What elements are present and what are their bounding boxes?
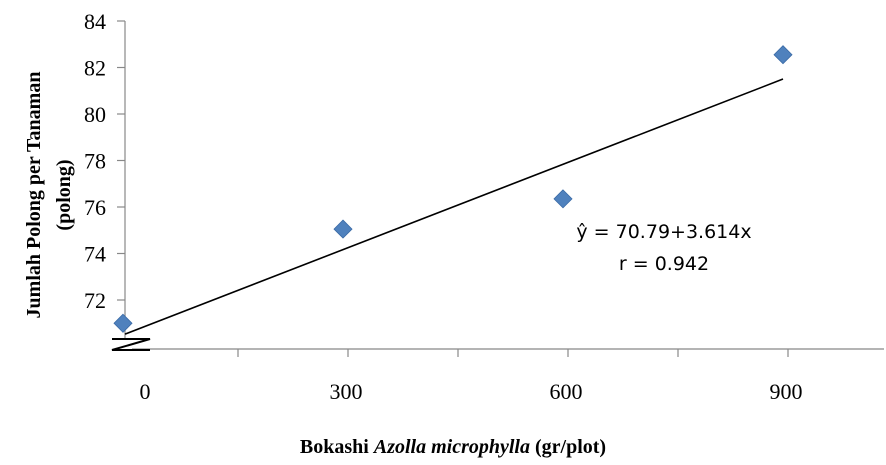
x-axis-title-italic: Azolla microphylla: [372, 436, 530, 458]
y-axis-title-line1: Jumlah Polong per Tanaman: [23, 72, 45, 319]
axes: [111, 21, 884, 351]
data-point-diamond: [553, 189, 573, 209]
y-tick-label: 74: [84, 242, 106, 267]
y-tick-label: 72: [84, 288, 106, 313]
y-tick-label: 80: [84, 102, 106, 127]
data-points: [113, 45, 793, 333]
y-tick-label: 78: [84, 149, 106, 174]
x-tick-label: 900: [770, 379, 803, 404]
trendline: [124, 78, 784, 335]
x-axis-title-part1: Bokashi: [300, 436, 374, 458]
data-point-diamond: [773, 45, 793, 65]
y-axis-title: Jumlah Polong per Tanaman (polong): [23, 72, 75, 319]
x-tick-label: 600: [550, 379, 583, 404]
y-axis-title-line2: (polong): [53, 159, 75, 230]
x-tick-label: 300: [330, 379, 363, 404]
y-ticks: 72 74 76 78 80 82 84: [84, 9, 125, 313]
x-axis-title-part2: (gr/plot): [530, 436, 606, 458]
data-point-diamond: [333, 219, 353, 239]
data-point-diamond: [113, 313, 133, 333]
y-tick-label: 82: [84, 56, 106, 81]
x-tick-label: 0: [140, 379, 151, 404]
x-axis-title: Bokashi Azolla microphylla (gr/plot): [300, 436, 606, 458]
y-tick-label: 76: [84, 195, 106, 220]
y-tick-label: 84: [84, 9, 106, 34]
regression-equation: ŷ = 70.79+3.614x: [576, 221, 751, 243]
axis-break-icon: [111, 338, 151, 351]
x-ticks: 0 300 600 900: [140, 349, 803, 404]
correlation-coefficient: r = 0.942: [619, 253, 709, 275]
